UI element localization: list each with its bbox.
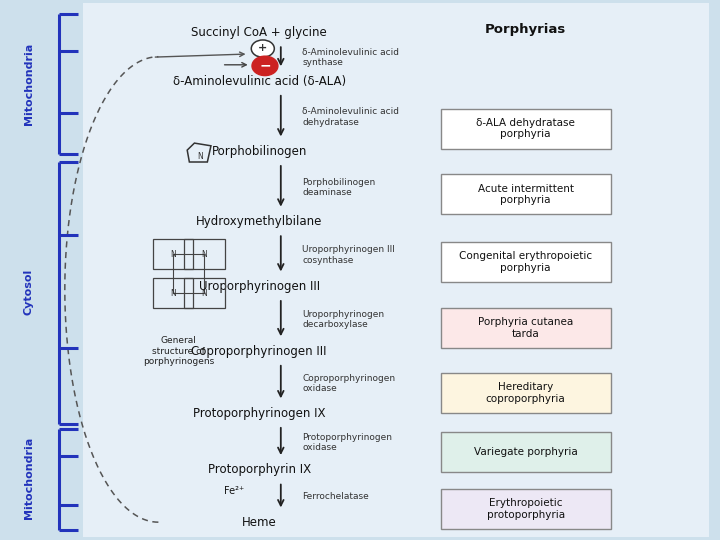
Text: Succinyl CoA + glycine: Succinyl CoA + glycine xyxy=(192,26,327,39)
Text: Heme: Heme xyxy=(242,516,276,529)
Text: N: N xyxy=(170,289,176,298)
Text: δ-Aminolevulinic acid (δ-ALA): δ-Aminolevulinic acid (δ-ALA) xyxy=(173,75,346,87)
FancyBboxPatch shape xyxy=(83,3,709,537)
FancyBboxPatch shape xyxy=(441,432,611,472)
Text: Porphobilinogen
deaminase: Porphobilinogen deaminase xyxy=(302,178,376,197)
Text: Porphyria cutanea
tarda: Porphyria cutanea tarda xyxy=(478,317,573,339)
Text: Ferrochelatase: Ferrochelatase xyxy=(302,492,369,501)
FancyBboxPatch shape xyxy=(441,373,611,413)
FancyBboxPatch shape xyxy=(441,308,611,348)
FancyBboxPatch shape xyxy=(441,174,611,214)
Circle shape xyxy=(251,40,274,57)
Text: Uroporphyrinogen
decarboxylase: Uroporphyrinogen decarboxylase xyxy=(302,310,384,329)
Text: Coproporphyrinogen III: Coproporphyrinogen III xyxy=(192,345,327,357)
Text: Erythropoietic
protoporphyria: Erythropoietic protoporphyria xyxy=(487,498,564,520)
Text: Coproporphyrinogen
oxidase: Coproporphyrinogen oxidase xyxy=(302,374,395,393)
Text: N: N xyxy=(202,289,207,298)
FancyBboxPatch shape xyxy=(441,489,611,529)
Text: Mitochondria: Mitochondria xyxy=(24,43,34,125)
Text: N: N xyxy=(170,250,176,259)
Text: δ-Aminolevulinic acid
synthase: δ-Aminolevulinic acid synthase xyxy=(302,48,400,68)
Text: δ-ALA dehydratase
porphyria: δ-ALA dehydratase porphyria xyxy=(476,118,575,139)
Text: Cytosol: Cytosol xyxy=(24,268,34,315)
Text: Protoporphyrin IX: Protoporphyrin IX xyxy=(207,463,311,476)
Text: Porphyrias: Porphyrias xyxy=(485,23,566,36)
Text: Acute intermittent
porphyria: Acute intermittent porphyria xyxy=(477,184,574,205)
Text: Uroporphyrinogen III
cosynthase: Uroporphyrinogen III cosynthase xyxy=(302,245,395,265)
Text: Fe²⁺: Fe²⁺ xyxy=(224,485,244,496)
Text: Variegate porphyria: Variegate porphyria xyxy=(474,447,577,457)
Text: Uroporphyrinogen III: Uroporphyrinogen III xyxy=(199,280,320,293)
Text: +: + xyxy=(258,43,267,53)
Text: Porphobilinogen: Porphobilinogen xyxy=(212,145,307,158)
Text: N: N xyxy=(197,152,203,161)
Text: δ-Aminolevulinic acid
dehydratase: δ-Aminolevulinic acid dehydratase xyxy=(302,107,400,127)
Text: Protoporphyrinogen IX: Protoporphyrinogen IX xyxy=(193,407,325,420)
Text: Mitochondria: Mitochondria xyxy=(24,437,34,519)
Text: −: − xyxy=(259,58,271,72)
FancyBboxPatch shape xyxy=(441,242,611,282)
Text: General
structure of
porphyrinogens: General structure of porphyrinogens xyxy=(143,336,214,366)
Circle shape xyxy=(252,56,278,76)
Text: N: N xyxy=(202,250,207,259)
Text: Protoporphyrinogen
oxidase: Protoporphyrinogen oxidase xyxy=(302,433,392,453)
Text: Hydroxymethylbilane: Hydroxymethylbilane xyxy=(196,215,323,228)
FancyBboxPatch shape xyxy=(441,109,611,148)
Text: Congenital erythropoietic
porphyria: Congenital erythropoietic porphyria xyxy=(459,251,592,273)
Text: Hereditary
coproporphyria: Hereditary coproporphyria xyxy=(486,382,565,404)
